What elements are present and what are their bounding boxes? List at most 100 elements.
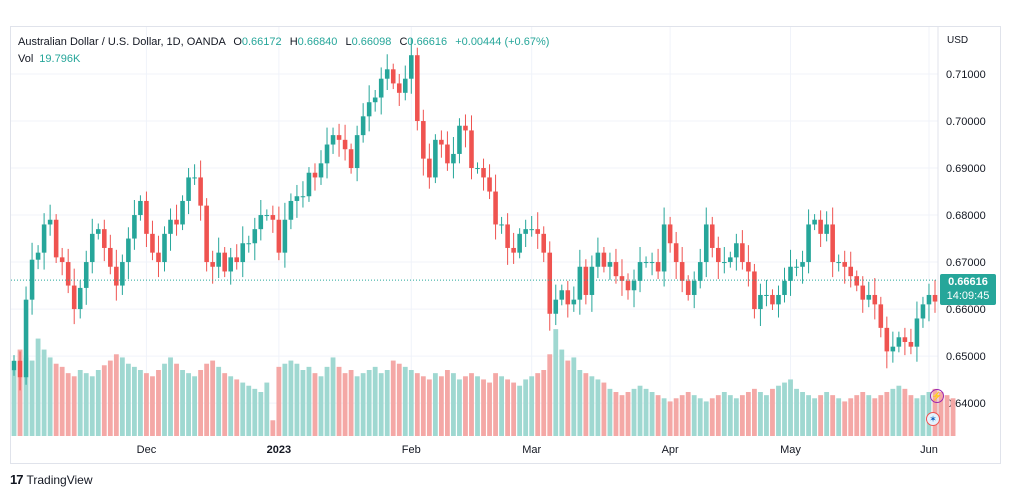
lightning-icon[interactable]: ⚡ [930,389,944,403]
candle-body [234,257,240,263]
candle-body [782,280,787,295]
open-label: O [233,36,242,48]
volume-bar [186,373,191,436]
candle-body [144,200,149,234]
volume-bar [607,388,613,436]
volume-bar [950,398,956,436]
candle-body [439,139,444,145]
candle-body [643,262,649,264]
candle-body [842,262,847,267]
brand-name: TradingView [26,472,93,487]
volume-bar [258,392,264,436]
candle-body [890,346,896,352]
candle-body [228,257,233,272]
candle-body [102,229,107,248]
volume-bar [739,395,745,436]
candle-body [300,196,306,198]
candle-body [728,257,733,263]
volume-bar [914,398,920,436]
y-tick-label: 0.66000 [946,304,986,316]
candle-body [409,55,414,79]
tradingview-logo-icon: 17 [10,472,24,487]
volume-bar [709,398,715,436]
candle-body [451,153,456,164]
volume-bar [812,398,818,436]
volume-bar [679,395,685,436]
candle-body [463,125,468,131]
volume-bar [348,370,354,436]
candle-body [330,135,336,145]
volume-bar [324,366,330,436]
candle-body [95,229,101,234]
candle-body [776,294,781,305]
brand-footer[interactable]: 17 TradingView [10,472,93,487]
candle-body [71,285,77,310]
volume-bar [721,392,727,436]
candle-body [734,243,739,258]
candle-body [186,177,191,201]
candle-body [866,294,872,300]
volume-bar [463,376,468,436]
volume-bar [583,373,589,436]
candle-body [222,252,227,272]
australia-flag-icon[interactable]: ✶ [926,412,940,426]
candle-body [120,262,125,286]
candle-body [589,266,595,295]
candle-body [571,299,577,305]
volume-bar [89,376,95,436]
candle-body [348,149,354,169]
candle-body [607,262,613,267]
volume-bar [559,349,565,436]
volume-bar [330,357,336,436]
volume-bar [125,363,131,436]
candle-body [499,224,504,226]
candle-body [108,247,113,267]
candle-body [210,262,215,267]
candle-body [673,243,679,263]
volume-bar [144,373,149,436]
volume-bar [613,392,619,436]
candle-body [637,262,643,281]
volume-label[interactable]: Vol [18,53,34,65]
volume-bar [517,385,523,436]
volume-bar [138,370,143,436]
y-tick-label: 0.68000 [946,210,986,222]
volume-bar [360,373,366,436]
symbol-description[interactable]: Australian Dollar / U.S. Dollar, 1D, OAN… [18,36,226,48]
x-tick-label: 2023 [267,444,291,456]
volume-bar [643,388,649,436]
candle-body [17,360,23,378]
candle-body [716,247,721,263]
candle-body [529,229,534,231]
candle-body [848,266,854,277]
volume-bar [595,379,601,436]
volume-bar [836,398,842,436]
candle-body [836,262,841,264]
candle-body [132,215,137,239]
volume-bar [751,388,757,436]
volume-bar [764,395,769,436]
volume-bar [872,398,878,436]
candle-body [535,229,540,234]
candle-body [493,191,498,225]
volume-bar [902,388,908,436]
candle-body [625,280,631,291]
volume-bar [252,388,258,436]
candle-body [258,215,264,230]
volume-bar [119,357,125,436]
candle-body [11,360,17,371]
candle-body [306,172,312,197]
candle-body [511,247,516,253]
candle-body [926,294,932,305]
volume-bar [354,376,360,436]
volume-bar [541,370,547,436]
volume-bar [878,395,884,436]
volume-bar [457,379,462,436]
volume-bar [511,382,517,436]
volume-bar [17,349,23,436]
volume-bar [288,360,294,436]
candle-body [824,224,829,234]
volume-bar [938,392,944,436]
currency-label[interactable]: USD [947,35,969,46]
